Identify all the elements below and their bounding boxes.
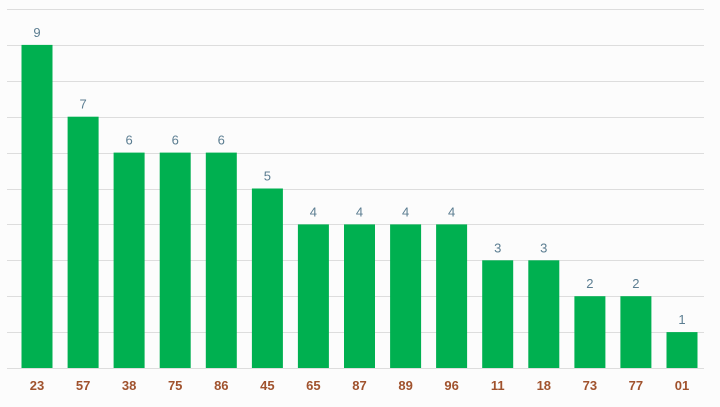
bar-96 <box>436 224 468 368</box>
x-tick-label-65: 65 <box>306 378 320 393</box>
x-tick-label-77: 77 <box>629 378 643 393</box>
bar-77 <box>620 296 652 368</box>
x-tick-label-89: 89 <box>398 378 412 393</box>
value-label-57: 7 <box>79 97 86 112</box>
value-label-65: 4 <box>310 204 317 219</box>
bar-45 <box>251 188 283 368</box>
bar-75 <box>159 152 191 368</box>
value-label-87: 4 <box>356 204 363 219</box>
bars <box>21 44 698 369</box>
value-label-11: 3 <box>494 240 501 255</box>
bar-11 <box>482 260 514 368</box>
value-label-96: 4 <box>448 204 455 219</box>
bar-57 <box>67 116 99 368</box>
x-tick-label-57: 57 <box>76 378 90 393</box>
bar-86 <box>205 152 237 368</box>
value-label-01: 1 <box>678 312 685 327</box>
bar-89 <box>390 224 422 368</box>
x-tick-label-18: 18 <box>537 378 551 393</box>
x-tick-label-23: 23 <box>30 378 44 393</box>
x-tick-label-01: 01 <box>675 378 689 393</box>
value-labels: 9 7 6 6 6 5 4 4 4 4 3 3 2 2 1 <box>33 25 685 327</box>
x-tick-label-96: 96 <box>444 378 458 393</box>
value-label-86: 6 <box>218 133 225 148</box>
value-label-89: 4 <box>402 204 409 219</box>
x-tick-label-86: 86 <box>214 378 228 393</box>
bar-23 <box>21 44 53 369</box>
x-tick-label-73: 73 <box>583 378 597 393</box>
bar-18 <box>528 260 560 368</box>
value-label-18: 3 <box>540 240 547 255</box>
bar-65 <box>297 224 329 368</box>
value-label-38: 6 <box>125 133 132 148</box>
value-label-77: 2 <box>632 276 639 291</box>
x-tick-label-45: 45 <box>260 378 274 393</box>
x-tick-label-75: 75 <box>168 378 182 393</box>
bar-87 <box>344 224 375 368</box>
x-tick-label-11: 11 <box>491 378 505 393</box>
bar-38 <box>113 152 145 368</box>
value-label-75: 6 <box>172 133 179 148</box>
bar-01 <box>666 332 698 368</box>
bar-73 <box>574 296 606 368</box>
x-tick-label-87: 87 <box>352 378 366 393</box>
x-axis-tick-labels: 23 57 38 75 86 45 65 87 89 96 11 18 73 77 01 <box>30 378 689 393</box>
x-tick-label-38: 38 <box>122 378 136 393</box>
value-label-45: 5 <box>264 169 271 184</box>
value-label-73: 2 <box>586 276 593 291</box>
value-label-23: 9 <box>33 25 40 40</box>
